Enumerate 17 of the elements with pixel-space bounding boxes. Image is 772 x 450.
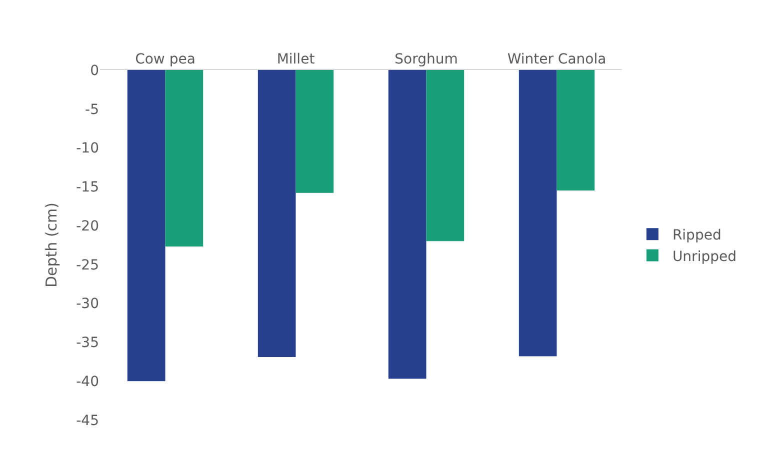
y-tick-label: -40 — [76, 374, 99, 390]
x-tick-label: Millet — [276, 51, 316, 68]
x-tick-label: Sorghum — [394, 51, 458, 68]
y-tick-label: -10 — [76, 140, 99, 157]
y-tick-label: 0 — [90, 62, 99, 79]
x-tick-label: Winter Canola — [507, 51, 606, 68]
legend-label: Ripped — [672, 228, 722, 244]
y-tick-label: -25 — [76, 257, 99, 274]
y-axis-title: Depth (cm) — [42, 202, 60, 288]
y-tick-label: -30 — [76, 296, 99, 312]
legend-label: Unripped — [672, 248, 736, 265]
x-tick-label: Cow pea — [135, 51, 196, 68]
y-tick-label: -45 — [76, 412, 99, 429]
y-tick-label: -20 — [76, 218, 99, 234]
y-tick-label: -15 — [76, 180, 99, 196]
y-tick-label: -35 — [76, 335, 99, 352]
y-tick-label: -5 — [85, 102, 99, 118]
